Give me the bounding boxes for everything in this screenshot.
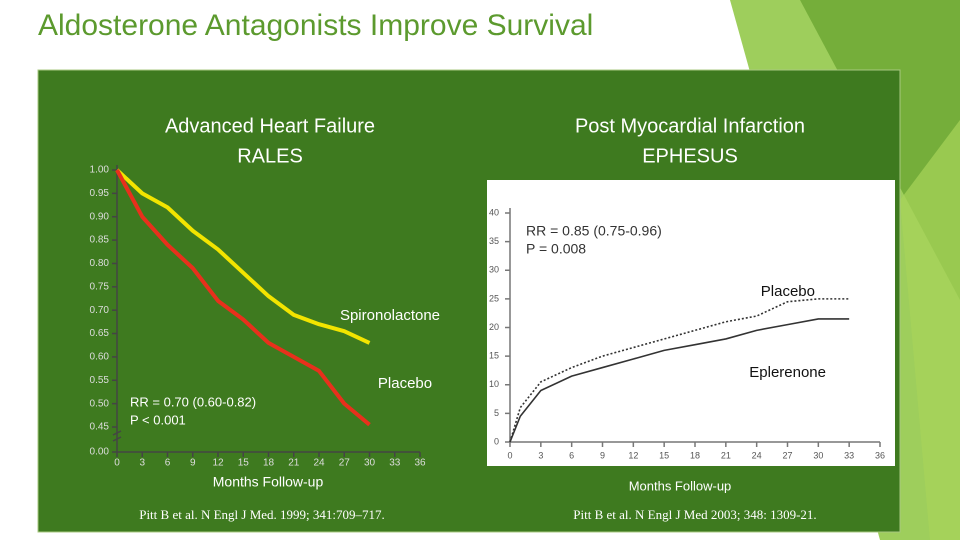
source: Pitt B et al. N Engl J Med 2003; 348: 13… [573,507,816,522]
y-tick-label: 5 [494,408,499,418]
x-tick-label: 21 [721,450,731,460]
y-tick-label: 0 [494,436,499,446]
y-tick-label: 0.65 [90,328,110,339]
y-tick-label: 40 [489,207,499,217]
annotation: RR = 0.70 (0.60-0.82) [130,394,256,409]
x-tick-label: 36 [875,450,885,460]
x-tick-label: 33 [844,450,854,460]
x-tick-label: 9 [600,450,605,460]
series-line [509,298,850,443]
y-tick-label: 1.00 [90,165,110,176]
x-tick-label: 6 [569,450,574,460]
annotation: P < 0.001 [130,412,186,427]
x-axis-label: Months Follow-up [213,474,324,490]
x-tick-label: 0 [114,458,120,469]
x-tick-label: 3 [139,458,145,469]
y-tick-label: 0.70 [90,305,110,316]
x-tick-label: 18 [263,458,275,469]
x-tick-label: 30 [364,458,376,469]
y-tick-label: 30 [489,265,499,275]
y-tick-label: 0.90 [90,211,110,222]
series-line [115,169,371,427]
y-tick-label: 35 [489,236,499,246]
x-tick-label: 12 [628,450,638,460]
x-tick-label: 15 [238,458,250,469]
annotation: P = 0.008 [526,241,586,257]
chart-subtitle: RALES [237,145,303,167]
x-tick-label: 9 [190,458,196,469]
y-tick-label: 0.85 [90,235,110,246]
series-line [115,168,371,345]
series-label: Placebo [761,283,815,300]
y-tick-label: 25 [489,293,499,303]
y-tick-label: 0.95 [90,188,110,199]
x-tick-label: 24 [752,450,762,460]
x-tick-label: 33 [389,458,401,469]
chart-title: Post Myocardial Infarction [575,115,805,137]
y-tick-label: 0.80 [90,258,110,269]
annotation: RR = 0.85 (0.75-0.96) [526,223,662,239]
x-tick-label: 24 [313,458,325,469]
x-tick-label: 27 [339,458,351,469]
x-tick-label: 3 [538,450,543,460]
x-tick-label: 6 [165,458,171,469]
series-label: Eplerenone [749,364,826,381]
x-axis-label: Months Follow-up [629,478,732,493]
y-tick-label: 0.45 [90,422,110,433]
x-tick-label: 0 [507,450,512,460]
plot-panel [487,180,895,466]
y-tick-label: 0.55 [90,375,110,386]
decor [900,120,960,540]
y-tick-label: 10 [489,379,499,389]
x-tick-label: 18 [690,450,700,460]
chart-title: Advanced Heart Failure [165,115,375,137]
source: Pitt B et al. N Engl J Med. 1999; 341:70… [139,507,385,522]
y-tick-label: 20 [489,322,499,332]
x-tick-label: 15 [659,450,669,460]
series-label: Spironolactone [340,307,440,324]
y-tick-label: 0.60 [90,352,110,363]
y-tick-label: 0.00 [90,447,110,458]
y-tick-label: 15 [489,351,499,361]
slide-title: Aldosterone Antagonists Improve Survival [38,9,593,42]
x-tick-label: 27 [782,450,792,460]
x-tick-label: 21 [288,458,300,469]
series-label: Placebo [378,375,432,392]
y-tick-label: 0.75 [90,281,110,292]
series-line [509,318,850,443]
chart-subtitle: EPHESUS [642,145,738,167]
axis-break [112,430,122,442]
x-tick-label: 30 [813,450,823,460]
x-tick-label: 36 [414,458,426,469]
y-tick-label: 0.50 [90,398,110,409]
x-tick-label: 12 [212,458,224,469]
